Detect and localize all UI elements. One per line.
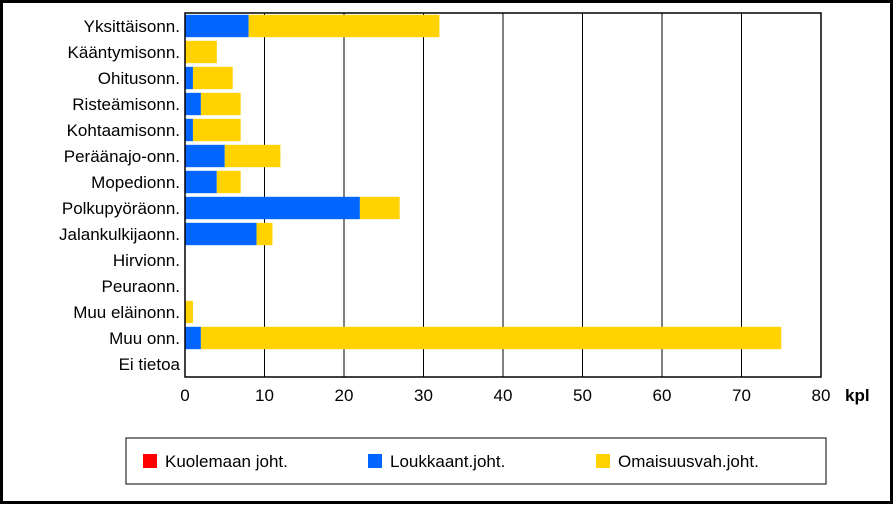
stacked-bar-chart: Yksittäisonn. Kääntymisonn. Ohitusonn. Rist… [59, 12, 870, 485]
bar-segment [185, 170, 217, 194]
category-label: Mopedionn. [91, 173, 180, 192]
category-label: Ohitusonn. [98, 69, 180, 88]
category-label: Jalankulkijaonn. [59, 225, 180, 244]
legend-label: Kuolemaan joht. [165, 452, 288, 471]
bar-segment [359, 196, 400, 220]
bar-segment [192, 118, 241, 142]
legend-label: Omaisuusvah.joht. [618, 452, 759, 471]
bar-segment [185, 222, 257, 246]
category-label: Hirvionn. [113, 251, 180, 270]
bar-segment [185, 300, 193, 324]
bar-segment [248, 14, 440, 38]
x-tick-label: 10 [255, 386, 274, 405]
bar-segment [224, 144, 281, 168]
category-label: Ei tietoa [119, 355, 181, 374]
bar-segment [256, 222, 273, 246]
bar-segment [200, 326, 782, 350]
category-label: Risteämisonn. [72, 95, 180, 114]
x-tick-label: 60 [653, 386, 672, 405]
category-label: Polkupyöräonn. [62, 199, 180, 218]
bar-segment [185, 144, 225, 168]
plot-area-border [184, 12, 822, 378]
x-tick-label: 80 [812, 386, 831, 405]
bar-segment [185, 14, 249, 38]
legend-swatch [596, 454, 610, 468]
x-tick-label: 0 [180, 386, 189, 405]
bar-segment [192, 66, 233, 90]
x-tick-label: 50 [573, 386, 592, 405]
category-label: Kääntymisonn. [68, 43, 180, 62]
bar-segment [200, 92, 241, 116]
bar-segment [185, 40, 217, 64]
category-label: Peuraonn. [102, 277, 180, 296]
legend-label: Loukkaant.joht. [390, 452, 505, 471]
category-label: Yksittäisonn. [84, 17, 180, 36]
legend-swatch [143, 454, 157, 468]
bar-segment [185, 326, 201, 350]
bar-segment [185, 66, 193, 90]
bar-segment [185, 118, 193, 142]
category-label: Kohtaamisonn. [67, 121, 180, 140]
legend-box [125, 437, 827, 485]
x-tick-label: 30 [414, 386, 433, 405]
category-label: Muu eläinonn. [73, 303, 180, 322]
category-label: Muu onn. [109, 329, 180, 348]
category-label: Peräänajo-onn. [64, 147, 180, 166]
legend-swatch [368, 454, 382, 468]
x-axis-unit-label: kpl [845, 386, 870, 405]
bar-segment [185, 196, 360, 220]
x-tick-label: 40 [494, 386, 513, 405]
x-tick-label: 70 [732, 386, 751, 405]
legend: Kuolemaan joht. Loukkaant.joht. Omaisuusva… [125, 437, 827, 485]
x-tick-label: 20 [335, 386, 354, 405]
bar-segment [185, 92, 201, 116]
bar-segment [216, 170, 241, 194]
